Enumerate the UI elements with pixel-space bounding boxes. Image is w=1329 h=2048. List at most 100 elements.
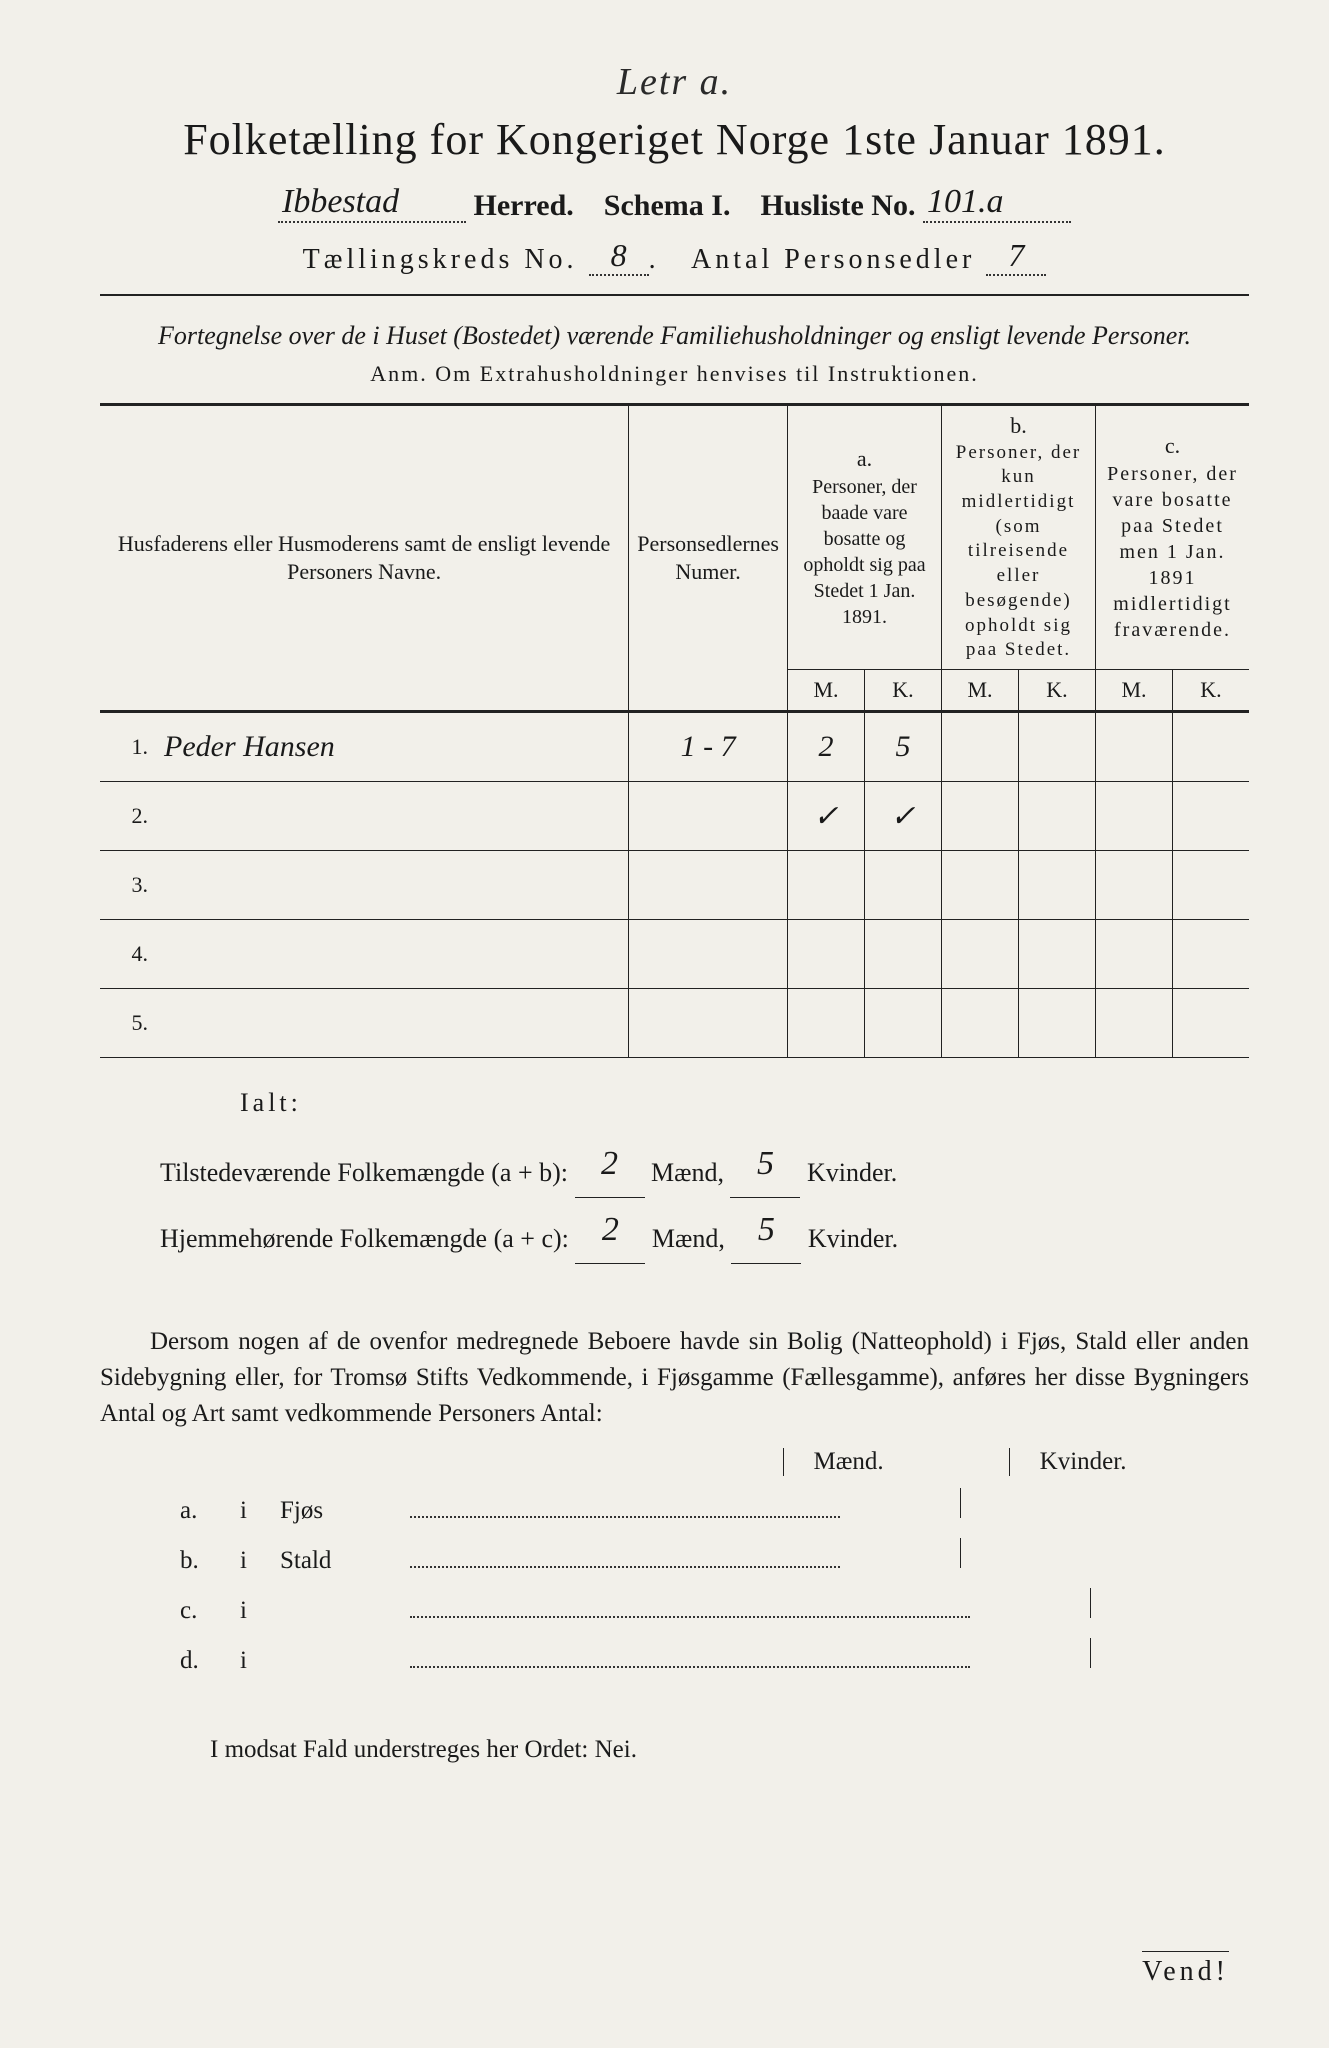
row-name	[156, 782, 629, 851]
tot-resident-k: 5	[731, 1198, 801, 1264]
tot-present-k: 5	[730, 1132, 800, 1198]
row-a-m: 2	[788, 712, 865, 782]
outbuilding-paragraph: Dersom nogen af de ovenfor medregnede Be…	[100, 1324, 1249, 1433]
table-row: 1. Peder Hansen 1 - 7 2 5	[100, 712, 1249, 782]
row-c-m	[1096, 989, 1173, 1058]
row-num: 3.	[100, 851, 156, 920]
col-sep	[1090, 1638, 1121, 1668]
row-a-m: ✓	[788, 782, 865, 851]
kreds-label: Tællingskreds No.	[303, 244, 578, 275]
row-a-k: ✓	[865, 782, 942, 851]
header-line-kreds: Tællingskreds No. 8. Antal Personsedler …	[100, 237, 1249, 276]
main-title: Folketælling for Kongeriget Norge 1ste J…	[100, 114, 1249, 165]
row-personsedler	[629, 920, 788, 989]
row-name: Peder Hansen	[156, 712, 629, 782]
col-b-header: b. Personer, der kun midlertidigt (som t…	[942, 405, 1096, 670]
tot-resident-label: Hjemmehørende Folkemængde (a + c):	[160, 1224, 569, 1253]
row-num: 4.	[100, 920, 156, 989]
row-b-k	[1019, 712, 1096, 782]
table-row: 2. ✓ ✓	[100, 782, 1249, 851]
row-personsedler	[629, 989, 788, 1058]
row-a-m	[788, 989, 865, 1058]
vend-label: Vend!	[1142, 1951, 1229, 1988]
col-a-m: M.	[788, 669, 865, 712]
maend-label: Mænd,	[651, 1159, 724, 1188]
herred-label: Herred.	[474, 189, 574, 222]
col-a-k: K.	[865, 669, 942, 712]
dots-fill	[410, 1541, 840, 1568]
dots-fill	[410, 1491, 840, 1518]
anm-note: Anm. Om Extrahusholdninger henvises til …	[100, 361, 1249, 387]
row-c-k	[1173, 851, 1250, 920]
totals-row-resident: Hjemmehørende Folkemængde (a + c): 2 Mæn…	[160, 1198, 1249, 1264]
head-maend: Mænd.	[783, 1448, 884, 1476]
schema-label: Schema I.	[604, 189, 731, 222]
kreds-value: 8	[589, 237, 649, 276]
household-table: Husfaderens eller Husmoderens samt de en…	[100, 403, 1249, 1058]
row-a-m	[788, 851, 865, 920]
row-b-m	[942, 782, 1019, 851]
husliste-label: Husliste No.	[760, 189, 915, 222]
row-a-k	[865, 851, 942, 920]
top-annotation: Letr a.	[100, 60, 1249, 104]
row-i: i	[240, 1536, 280, 1586]
col-b-text: Personer, der kun midlertidigt (som tilr…	[950, 441, 1087, 663]
row-c-k	[1173, 920, 1250, 989]
census-form-page: Letr a. Folketælling for Kongeriget Norg…	[0, 0, 1329, 2048]
row-b-k	[1019, 782, 1096, 851]
row-a-m	[788, 920, 865, 989]
outbuilding-row-a: a. i Fjøs	[180, 1486, 1249, 1536]
row-letter: d.	[180, 1636, 240, 1686]
head-kvinder: Kvinder.	[1009, 1448, 1127, 1476]
row-type: Fjøs	[280, 1486, 410, 1536]
ialt-label: Ialt:	[240, 1088, 1249, 1118]
row-b-m	[942, 851, 1019, 920]
outbuilding-row-c: c. i	[180, 1586, 1249, 1636]
outbuilding-rows: a. i Fjøs b. i Stald c. i d. i	[180, 1486, 1249, 1686]
row-i: i	[240, 1486, 280, 1536]
tot-resident-m: 2	[575, 1198, 645, 1264]
row-personsedler: 1 - 7	[629, 712, 788, 782]
tot-present-m: 2	[575, 1132, 645, 1198]
maend-label: Mænd,	[652, 1224, 725, 1253]
row-c-m	[1096, 782, 1173, 851]
divider-rule	[100, 294, 1249, 296]
row-a-k	[865, 920, 942, 989]
col-b-k: K.	[1019, 669, 1096, 712]
row-b-k	[1019, 989, 1096, 1058]
row-personsedler	[629, 782, 788, 851]
dots-fill	[410, 1591, 970, 1618]
kvinder-label: Kvinder.	[807, 1159, 897, 1188]
table-row: 4.	[100, 920, 1249, 989]
col-c-m: M.	[1096, 669, 1173, 712]
row-name	[156, 989, 629, 1058]
col-b-letter: b.	[950, 412, 1087, 441]
col-sep	[1090, 1588, 1121, 1618]
col-b-m: M.	[942, 669, 1019, 712]
row-letter: c.	[180, 1586, 240, 1636]
row-num: 2.	[100, 782, 156, 851]
col-sep	[960, 1538, 991, 1568]
table-row: 3.	[100, 851, 1249, 920]
row-letter: a.	[180, 1486, 240, 1536]
row-num: 5.	[100, 989, 156, 1058]
col-c-k: K.	[1173, 669, 1250, 712]
col-c-letter: c.	[1104, 432, 1241, 461]
row-name	[156, 920, 629, 989]
col-names-header: Husfaderens eller Husmoderens samt de en…	[100, 405, 629, 712]
col-c-header: c. Personer, der vare bosatte paa Stedet…	[1096, 405, 1250, 670]
col-personsedler-header: Personsedlernes Numer.	[629, 405, 788, 712]
herred-value: Ibbestad	[278, 183, 466, 223]
kvinder-label: Kvinder.	[808, 1224, 898, 1253]
col-a-letter: a.	[796, 445, 933, 474]
row-c-m	[1096, 920, 1173, 989]
row-b-m	[942, 989, 1019, 1058]
husliste-value: 101.a	[923, 183, 1071, 223]
row-c-m	[1096, 712, 1173, 782]
row-i: i	[240, 1586, 280, 1636]
table-row: 5.	[100, 989, 1249, 1058]
outbuilding-row-d: d. i	[180, 1636, 1249, 1686]
totals-block: Tilstedeværende Folkemængde (a + b): 2 M…	[160, 1132, 1249, 1263]
row-a-k: 5	[865, 712, 942, 782]
col-names-text: Husfaderens eller Husmoderens samt de en…	[118, 531, 610, 585]
